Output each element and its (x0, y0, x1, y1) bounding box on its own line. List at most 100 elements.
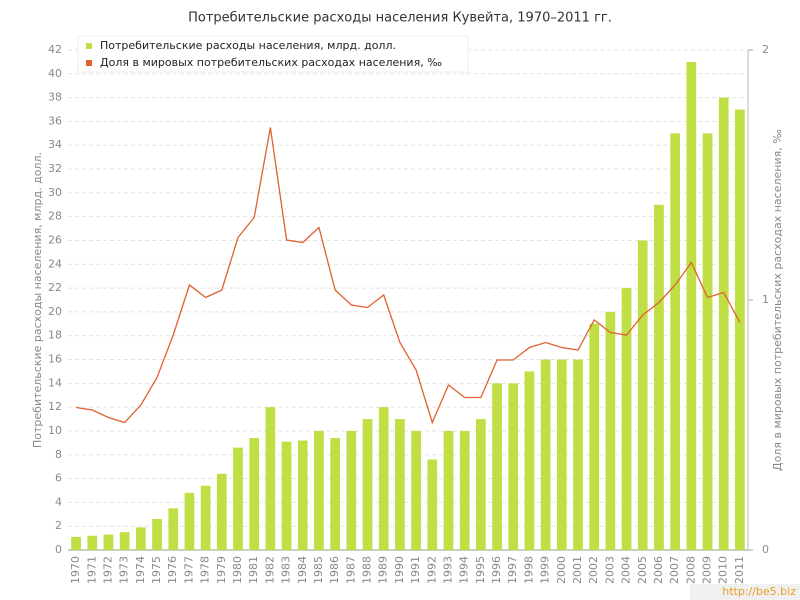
y-tick-label: 16 (48, 353, 62, 366)
y-tick-label: 36 (48, 114, 62, 127)
y-tick-label: 42 (48, 43, 62, 56)
x-tick-label: 1991 (409, 556, 422, 584)
y-tick-label: 26 (48, 233, 62, 246)
x-tick-label: 1980 (231, 556, 244, 584)
legend-swatch (86, 43, 92, 49)
bar (314, 430, 324, 550)
bar (87, 535, 98, 550)
y2-axis-title: Доля в мировых потребительских расходах … (771, 129, 784, 471)
bar (735, 109, 745, 551)
bar (168, 508, 179, 550)
x-tick-label: 1986 (328, 556, 341, 584)
x-tick-label: 1990 (393, 556, 406, 584)
y-tick-label: 32 (48, 162, 62, 175)
y2-tick-label: 0 (762, 543, 769, 556)
y-tick-label: 8 (55, 448, 62, 461)
x-tick-label: 1993 (441, 556, 454, 584)
y-tick-label: 0 (55, 543, 62, 556)
y-tick-label: 10 (48, 424, 62, 437)
bar (573, 359, 583, 550)
watermark: http://be5.biz (722, 585, 796, 598)
bar (297, 440, 308, 550)
y-tick-label: 22 (48, 281, 62, 294)
bar (637, 240, 648, 550)
bar (378, 407, 389, 550)
grid-layer (68, 49, 748, 551)
bar (492, 383, 502, 550)
y-tick-label: 4 (55, 495, 62, 508)
x-tick-label: 1998 (522, 556, 535, 584)
x-tick-label: 2009 (701, 556, 714, 584)
y-tick-label: 18 (48, 329, 62, 342)
bar (265, 407, 276, 550)
x-tick-label: 1978 (199, 556, 212, 584)
x-tick-label: 1985 (312, 556, 325, 584)
y-tick-label: 28 (48, 210, 62, 223)
x-tick-label: 1996 (490, 556, 503, 584)
bar (427, 459, 438, 550)
legend-swatch (86, 60, 92, 66)
bar (540, 359, 551, 550)
x-tick-label: 1995 (474, 556, 487, 584)
bar (459, 430, 470, 550)
x-tick-label: 1979 (215, 556, 228, 584)
bar (395, 419, 405, 550)
x-tick-label: 2002 (587, 556, 600, 584)
x-tick-label: 1988 (361, 556, 374, 584)
bar (330, 438, 340, 550)
x-tick-label: 1972 (101, 556, 114, 584)
bar (200, 485, 211, 550)
bar (216, 473, 227, 550)
x-tick-label: 1974 (134, 556, 147, 584)
bar (411, 430, 421, 550)
legend-label: Потребительские расходы населения, млрд.… (100, 39, 396, 52)
x-tick-label: 2006 (652, 556, 665, 584)
y-tick-label: 40 (48, 67, 62, 80)
y-tick-label: 34 (48, 138, 62, 151)
y2-tick-label: 2 (762, 43, 769, 56)
x-tick-label: 2010 (717, 556, 730, 584)
bar (686, 61, 697, 551)
y-tick-label: 20 (48, 305, 62, 318)
bar (184, 492, 195, 550)
chart-title: Потребительские расходы населения Кувейт… (188, 11, 612, 26)
y-tick-label: 38 (48, 91, 62, 104)
x-tick-label: 2005 (636, 556, 649, 584)
x-tick-label: 1977 (182, 556, 195, 584)
x-tick-label: 2007 (668, 556, 681, 584)
bar (556, 359, 567, 550)
x-tick-label: 1970 (69, 556, 82, 584)
bar (71, 536, 81, 550)
x-tick-label: 1987 (344, 556, 357, 584)
bar (621, 288, 632, 550)
bar (136, 527, 146, 550)
bar (589, 323, 600, 550)
x-tick-label: 2001 (571, 556, 584, 584)
y2-tick-label: 1 (762, 293, 769, 306)
x-tick-label: 1981 (247, 556, 260, 584)
x-tick-label: 1997 (506, 556, 519, 584)
x-tick-label: 1976 (166, 556, 179, 584)
bar (119, 532, 130, 550)
x-tick-label: 1992 (425, 556, 438, 584)
x-tick-label: 1999 (539, 556, 552, 584)
x-tick-label: 2008 (684, 556, 697, 584)
bar (249, 438, 260, 550)
y-tick-label: 30 (48, 186, 62, 199)
x-tick-label: 1973 (118, 556, 131, 584)
bar (346, 430, 357, 550)
legend-label: Доля в мировых потребительских расходах … (100, 56, 442, 69)
x-tick-label: 1971 (85, 556, 98, 584)
bar (702, 133, 713, 551)
bar (476, 419, 486, 550)
x-tick-label: 1983 (280, 556, 293, 584)
bar (233, 447, 243, 550)
y-tick-label: 6 (55, 472, 62, 485)
bar (508, 383, 519, 550)
bar (670, 133, 680, 551)
x-tick-label: 2011 (733, 556, 746, 584)
x-tick-label: 1984 (296, 556, 309, 584)
bar (718, 97, 729, 550)
bar (443, 430, 454, 550)
